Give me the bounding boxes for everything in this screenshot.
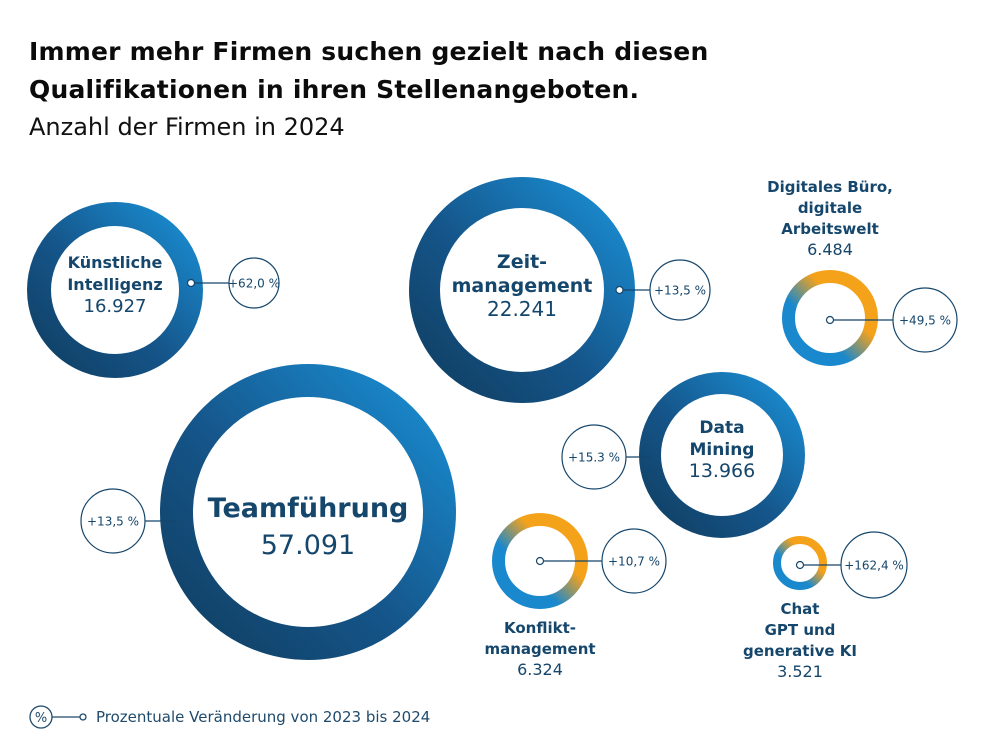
change-bubble-team: [80, 488, 146, 554]
change-bubble-zeit: [649, 259, 711, 321]
change-label-ki: +62,0 %: [228, 277, 280, 291]
value-zeit: 22.241: [487, 297, 557, 321]
change-connector-ki: [186, 278, 229, 288]
bubble-konflikt: +10,7 % Konflikt-management 6.324: [484, 513, 667, 679]
chart-subtitle: Anzahl der Firmen in 2024: [29, 113, 345, 141]
change-label-chat: +162,4 %: [844, 559, 904, 573]
bubble-digital: +49,5 % Digitales Büro, digitale Arbeitswel…: [767, 178, 958, 366]
label-team-line-1: Teamführung: [208, 493, 409, 524]
label-konflikt-line-2: management: [484, 640, 595, 658]
legend: % Prozentuale Veränderung von 2023 bis 2…: [28, 704, 430, 730]
change-connector-konflikt: [535, 556, 602, 566]
change-connector-chat: [795, 560, 841, 570]
label-chat-line-1: Chat: [781, 600, 820, 618]
label-konflikt-line-1: Konflikt-: [504, 619, 576, 637]
title-line-2: Qualifikationen in ihren Stellenangebote…: [29, 75, 640, 104]
label-digital-line-1: Digitales Büro,: [767, 178, 893, 196]
change-label-data: +15.3 %: [568, 451, 620, 465]
label-data-line-2: Mining: [690, 440, 755, 460]
label-ki-line-1: Künstliche: [68, 253, 163, 272]
value-chat: 3.521: [777, 662, 823, 681]
ring-data: [639, 372, 805, 538]
bubble-chat: +162,4 % Chat GPT und generative KI 3.521: [743, 531, 908, 681]
change-label-digital: +49,5 %: [899, 314, 951, 328]
bubble-team: +13,5 % Teamführung 57.091: [80, 364, 456, 660]
label-digital-line-3: Arbeitswelt: [781, 220, 879, 238]
title-line-1: Immer mehr Firmen suchen gezielt nach di…: [29, 37, 709, 66]
label-zeit-line-2: management: [452, 275, 593, 297]
change-bubble-chat: [840, 531, 908, 599]
change-label-team: +13,5 %: [87, 515, 139, 529]
legend-text: Prozentuale Veränderung von 2023 bis 202…: [96, 708, 431, 726]
value-konflikt: 6.324: [517, 660, 563, 679]
change-connector-digital: [825, 315, 893, 325]
label-digital-line-2: digitale: [798, 199, 862, 217]
ring-ki: [27, 202, 203, 378]
percent-symbol: %: [35, 711, 47, 726]
ring-chat: [773, 536, 827, 590]
value-data: 13.966: [689, 460, 755, 482]
ring-team: [160, 364, 456, 660]
label-data-line-1: Data: [699, 418, 744, 438]
ring-digital: [782, 270, 878, 366]
change-connector-zeit: [615, 285, 650, 295]
label-chat-line-2: GPT und: [765, 621, 836, 639]
change-bubble-ki: [228, 257, 280, 309]
change-label-konflikt: +10,7 %: [608, 555, 660, 569]
change-bubble-data: [561, 424, 627, 490]
change-label-zeit: +13,5 %: [654, 284, 706, 298]
bubble-ki: +62,0 % Künstliche Intelligenz 16.927: [27, 202, 280, 378]
value-ki: 16.927: [84, 296, 147, 317]
change-bubble-konflikt: [601, 528, 667, 594]
label-ki-line-2: Intelligenz: [67, 275, 162, 294]
value-team: 57.091: [261, 530, 355, 561]
chart-title: Immer mehr Firmen suchen gezielt nach di…: [29, 33, 708, 109]
value-digital: 6.484: [807, 240, 853, 259]
percent-icon: %: [29, 705, 87, 729]
label-chat-line-3: generative KI: [743, 642, 857, 660]
change-bubble-digital: [892, 287, 958, 353]
label-zeit-line-1: Zeit-: [497, 251, 547, 273]
